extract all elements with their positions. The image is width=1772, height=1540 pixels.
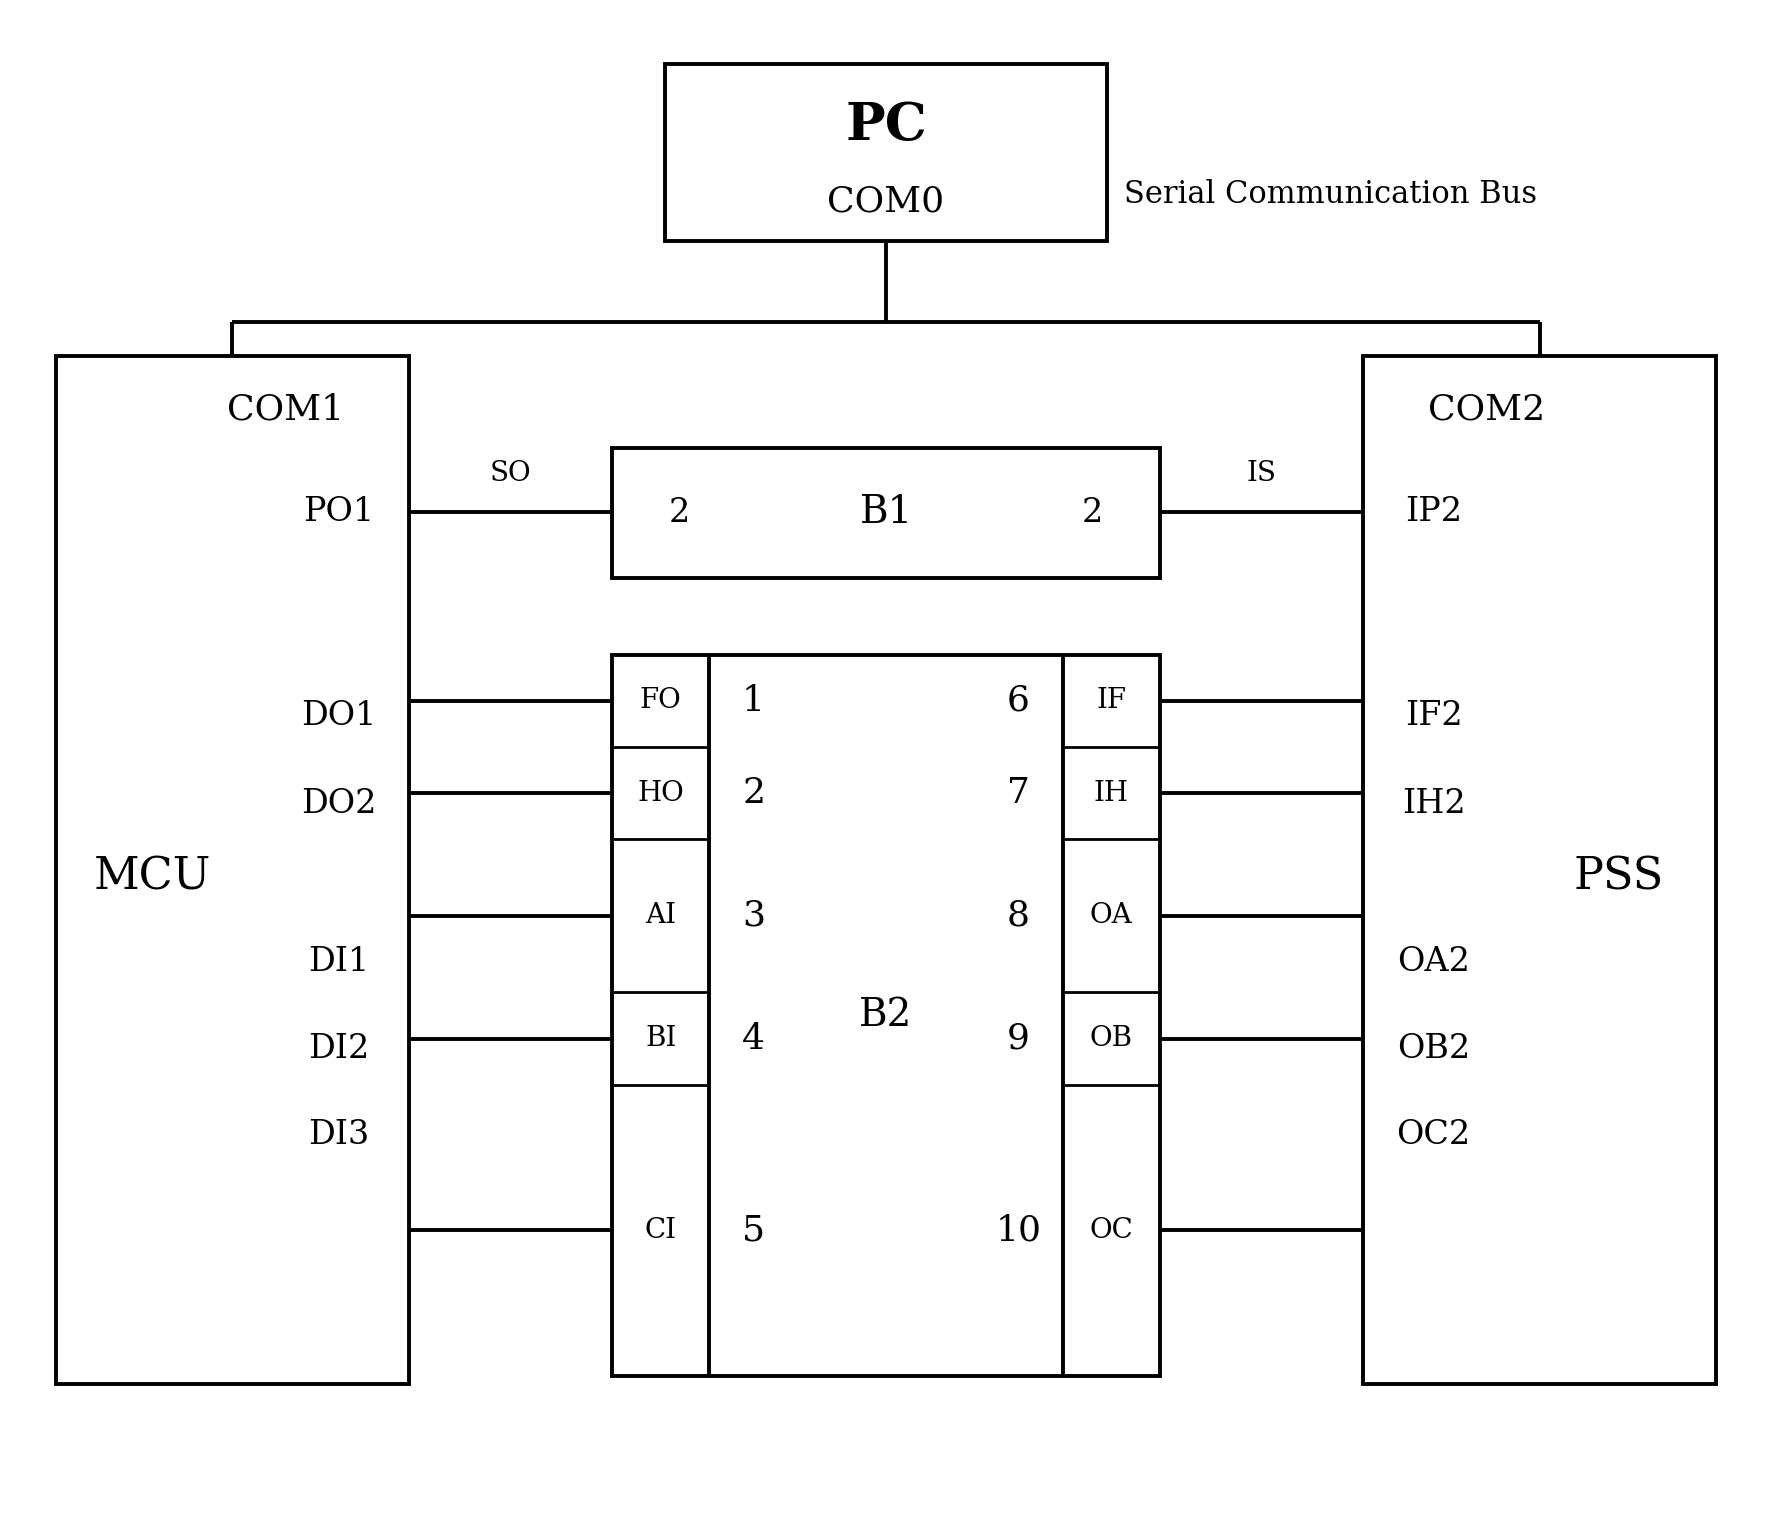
Text: 3: 3 (742, 899, 766, 933)
Text: COM0: COM0 (828, 185, 944, 219)
Text: 8: 8 (1006, 899, 1030, 933)
Text: PSS: PSS (1574, 856, 1664, 899)
Bar (611, 448, 1161, 578)
Text: OC: OC (1090, 1217, 1132, 1244)
Text: 2: 2 (742, 776, 766, 810)
Text: 2: 2 (668, 497, 689, 528)
Text: DO1: DO1 (301, 701, 376, 733)
Bar (611, 654, 1161, 1377)
Bar (1363, 356, 1717, 1384)
Bar (664, 65, 1108, 240)
Text: COM1: COM1 (227, 393, 344, 427)
Text: 9: 9 (1006, 1021, 1030, 1055)
Text: HO: HO (638, 779, 684, 807)
Text: OB: OB (1090, 1026, 1132, 1052)
Text: DI2: DI2 (308, 1033, 369, 1066)
Text: COM2: COM2 (1428, 393, 1545, 427)
Text: IF2: IF2 (1405, 701, 1462, 733)
Text: 6: 6 (1006, 684, 1030, 718)
Text: OA: OA (1090, 902, 1132, 929)
Text: IF: IF (1097, 687, 1127, 715)
Text: DI1: DI1 (308, 946, 369, 978)
Text: CI: CI (645, 1217, 677, 1244)
Text: MCU: MCU (94, 856, 211, 899)
Text: BI: BI (645, 1026, 677, 1052)
Text: FO: FO (640, 687, 682, 715)
Text: 5: 5 (742, 1214, 766, 1247)
Text: DI3: DI3 (308, 1120, 369, 1152)
Text: IH2: IH2 (1402, 788, 1465, 819)
Bar (55, 356, 409, 1384)
Text: 10: 10 (996, 1214, 1042, 1247)
Text: DO2: DO2 (301, 788, 376, 819)
Text: 7: 7 (1006, 776, 1030, 810)
Text: OC2: OC2 (1396, 1120, 1471, 1152)
Text: PO1: PO1 (303, 496, 374, 528)
Text: PC: PC (845, 100, 927, 151)
Text: OB2: OB2 (1396, 1033, 1471, 1066)
Text: OA2: OA2 (1396, 946, 1471, 978)
Text: AI: AI (645, 902, 677, 929)
Text: Serial Communication Bus: Serial Communication Bus (1125, 179, 1538, 209)
Text: IS: IS (1246, 460, 1276, 487)
Text: 2: 2 (1083, 497, 1104, 528)
Text: IH: IH (1093, 779, 1129, 807)
Text: 4: 4 (742, 1021, 766, 1055)
Text: SO: SO (489, 460, 532, 487)
Text: 1: 1 (742, 684, 766, 718)
Text: IP2: IP2 (1405, 496, 1462, 528)
Text: B2: B2 (859, 996, 913, 1033)
Text: B1: B1 (859, 494, 913, 531)
